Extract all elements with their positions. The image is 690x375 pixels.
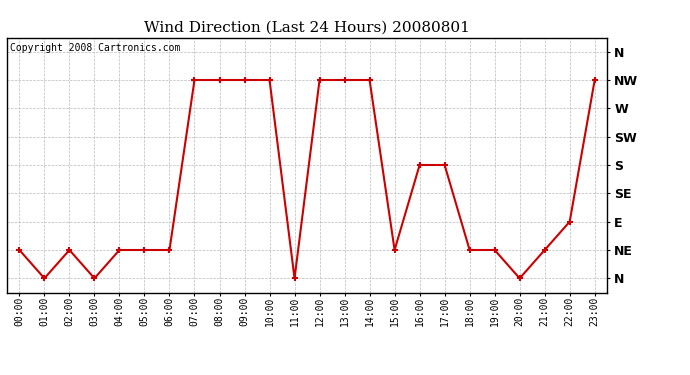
Text: Copyright 2008 Cartronics.com: Copyright 2008 Cartronics.com <box>10 43 180 52</box>
Title: Wind Direction (Last 24 Hours) 20080801: Wind Direction (Last 24 Hours) 20080801 <box>144 21 470 35</box>
